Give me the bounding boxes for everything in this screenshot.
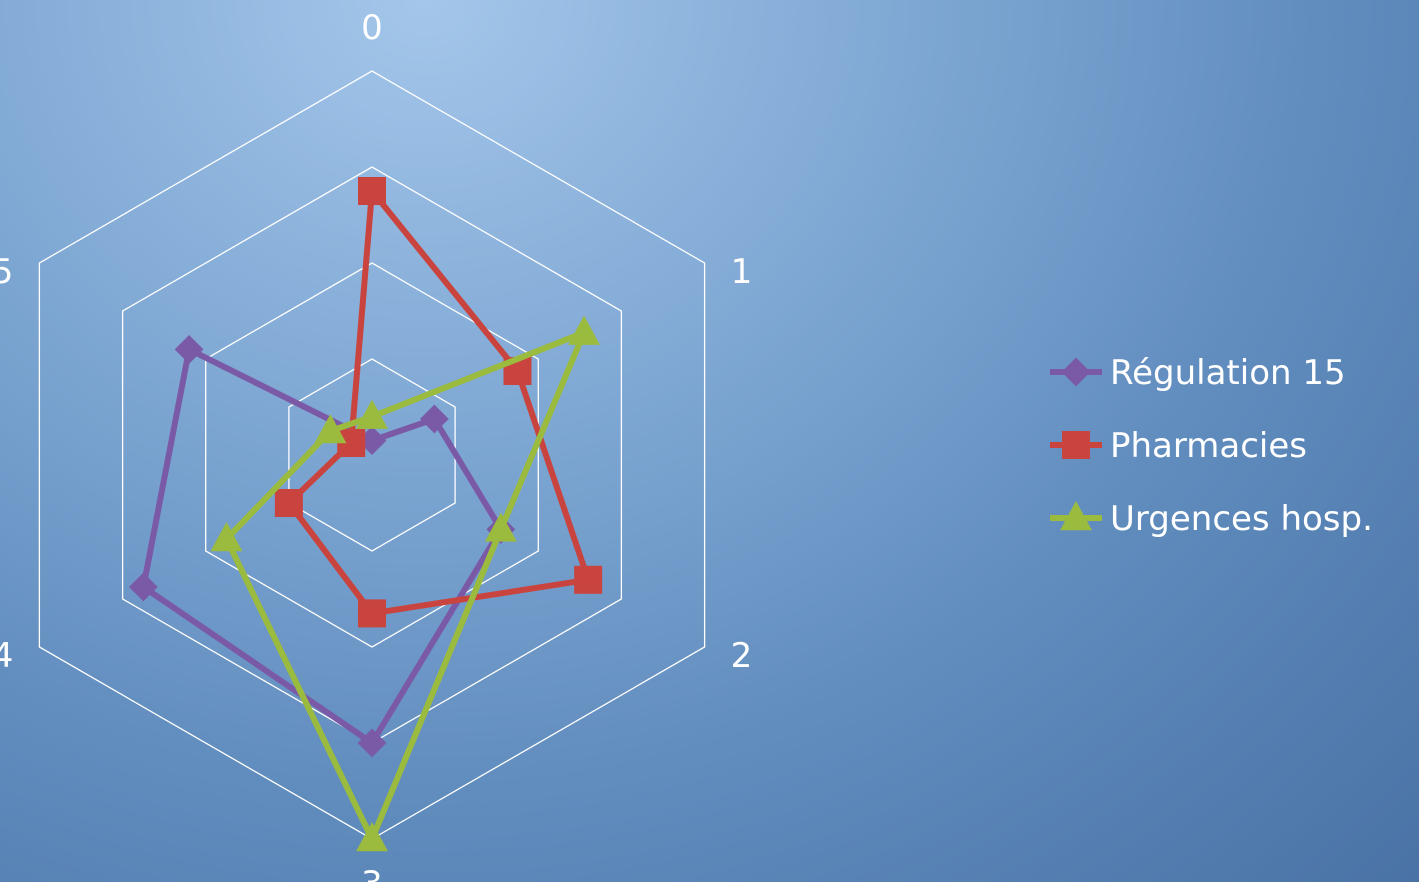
legend: Régulation 15 Pharmacies Urgences hosp. [1050,353,1373,539]
axis-label-4: 4 [0,636,13,676]
series-line-2 [285,188,592,617]
grid-ring-1 [288,358,456,552]
series-group [128,177,603,852]
series-2-point-4 [274,489,303,517]
legend-marker-2 [1062,431,1090,459]
axis-label-0: 0 [361,8,383,48]
series-2-point-2 [574,565,603,594]
series-3-point-3 [356,821,388,852]
series-3-point-4 [210,521,243,552]
series-3-point-1 [568,315,600,345]
legend-marker-3 [1060,500,1092,531]
axis-label-5: 5 [0,252,13,292]
legend-label-1: Régulation 15 [1110,353,1346,393]
series-2-point-3 [358,599,386,628]
axis-labels: 0 1 2 3 4 5 [0,8,752,882]
axis-label-1: 1 [731,252,753,292]
series-1-point-3 [357,728,387,758]
series-3-point-0 [356,399,388,429]
legend-marker-1 [1061,357,1091,387]
legend-label-2: Pharmacies [1110,426,1307,466]
axis-label-3: 3 [361,864,383,882]
legend-label-3: Urgences hosp. [1110,499,1373,539]
series-3-point-5 [314,413,347,444]
series-2-point-0 [358,177,386,205]
axis-label-2: 2 [731,636,753,676]
series-3-point-2 [484,512,517,542]
series-1-point-4 [128,572,158,602]
series-1-point-1 [419,404,449,434]
series-1-point-5 [174,334,204,364]
